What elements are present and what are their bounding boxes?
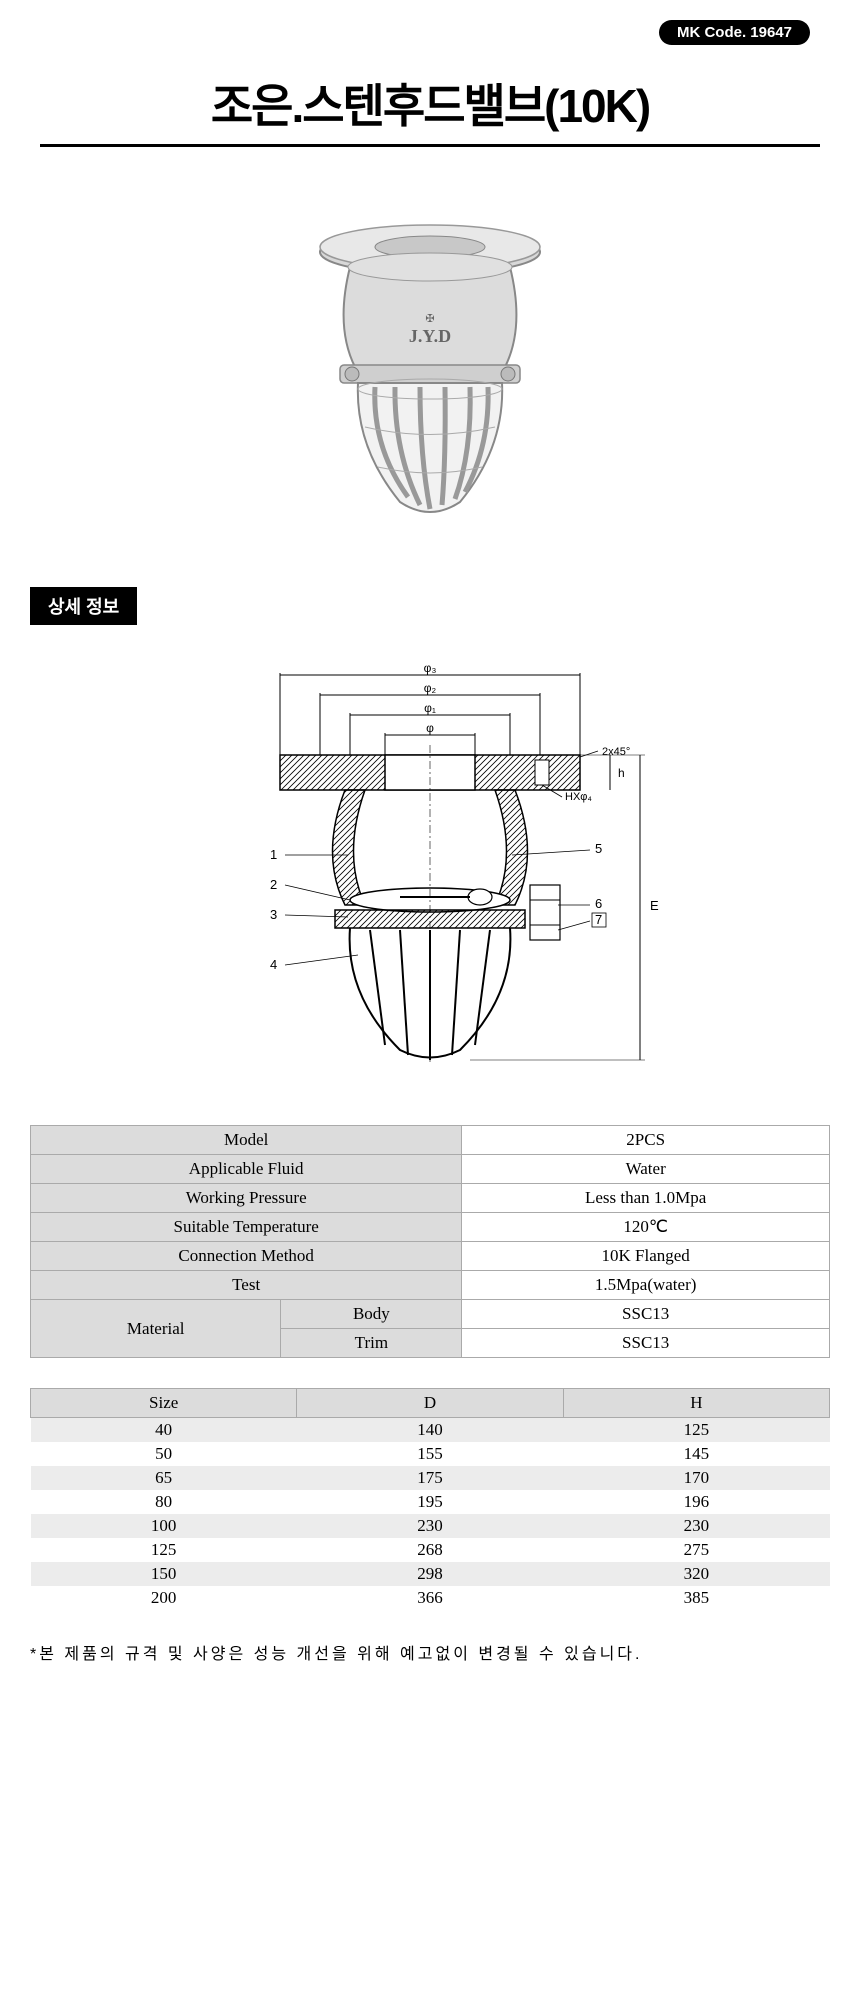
spec-label: Suitable Temperature [31,1213,462,1242]
size-cell: 196 [563,1490,829,1514]
size-cell: 170 [563,1466,829,1490]
spec-label: Working Pressure [31,1184,462,1213]
spec-value: 10K Flanged [462,1242,830,1271]
size-cell: 50 [31,1442,297,1466]
spec-body-label: Body [281,1300,462,1329]
spec-value: Less than 1.0Mpa [462,1184,830,1213]
spec-trim-label: Trim [281,1329,462,1358]
size-cell: 175 [297,1466,563,1490]
spec-label: Test [31,1271,462,1300]
dim-chamfer: 2x45° [602,746,630,758]
svg-text:J.Y.D: J.Y.D [409,326,451,346]
size-cell: 320 [563,1562,829,1586]
size-cell: 200 [31,1586,297,1610]
callout-5: 5 [595,841,602,856]
page-title: 조은.스텐후드밸브(10K) [30,70,830,136]
size-cell: 140 [297,1418,563,1443]
size-cell: 268 [297,1538,563,1562]
dim-h: h [618,766,625,780]
title-underline [40,144,820,147]
technical-diagram: φ₃ φ₂ φ₁ φ HXφ₄ 2x45° h [170,655,690,1075]
spec-value: 2PCS [462,1126,830,1155]
size-cell: 125 [563,1418,829,1443]
size-table: SizeDH 401401255015514565175170801951961… [30,1388,830,1610]
dim-phi: φ [426,721,434,735]
spec-value: 1.5Mpa(water) [462,1271,830,1300]
dim-phi2: φ₂ [424,681,437,695]
callout-1: 1 [270,847,277,862]
section-tab-detail: 상세 정보 [30,587,137,625]
size-cell: 155 [297,1442,563,1466]
spec-label: Model [31,1126,462,1155]
callout-4: 4 [270,957,277,972]
svg-text:✠: ✠ [425,313,434,325]
size-header: H [563,1389,829,1418]
spec-table: Model2PCSApplicable FluidWaterWorking Pr… [30,1125,830,1358]
spec-value: Water [462,1155,830,1184]
footnote: *본 제품의 규격 및 사양은 성능 개선을 위해 예고없이 변경될 수 있습니… [30,1640,830,1664]
spec-material-label: Material [31,1300,281,1358]
spec-value: 120℃ [462,1213,830,1242]
product-photo: ✠ J.Y.D [280,207,580,527]
callout-7: 7 [595,912,602,927]
size-cell: 150 [31,1562,297,1586]
title-block: 조은.스텐후드밸브(10K) [30,70,830,136]
spec-body-value: SSC13 [462,1300,830,1329]
callout-6: 6 [595,896,602,911]
size-cell: 195 [297,1490,563,1514]
size-cell: 125 [31,1538,297,1562]
size-cell: 40 [31,1418,297,1443]
size-cell: 65 [31,1466,297,1490]
size-cell: 275 [563,1538,829,1562]
size-header: D [297,1389,563,1418]
size-cell: 385 [563,1586,829,1610]
code-badge: MK Code. 19647 [659,20,810,45]
spec-trim-value: SSC13 [462,1329,830,1358]
dim-phi3: φ₃ [424,661,437,675]
callout-3: 3 [270,907,277,922]
size-cell: 230 [297,1514,563,1538]
dim-e: E [650,898,659,913]
size-cell: 80 [31,1490,297,1514]
callout-2: 2 [270,877,277,892]
dim-hxphi4: HXφ₄ [565,791,592,803]
spec-label: Applicable Fluid [31,1155,462,1184]
size-cell: 100 [31,1514,297,1538]
size-header: Size [31,1389,297,1418]
size-cell: 145 [563,1442,829,1466]
size-cell: 366 [297,1586,563,1610]
size-cell: 298 [297,1562,563,1586]
size-cell: 230 [563,1514,829,1538]
dim-phi1: φ₁ [424,701,436,715]
spec-label: Connection Method [31,1242,462,1271]
